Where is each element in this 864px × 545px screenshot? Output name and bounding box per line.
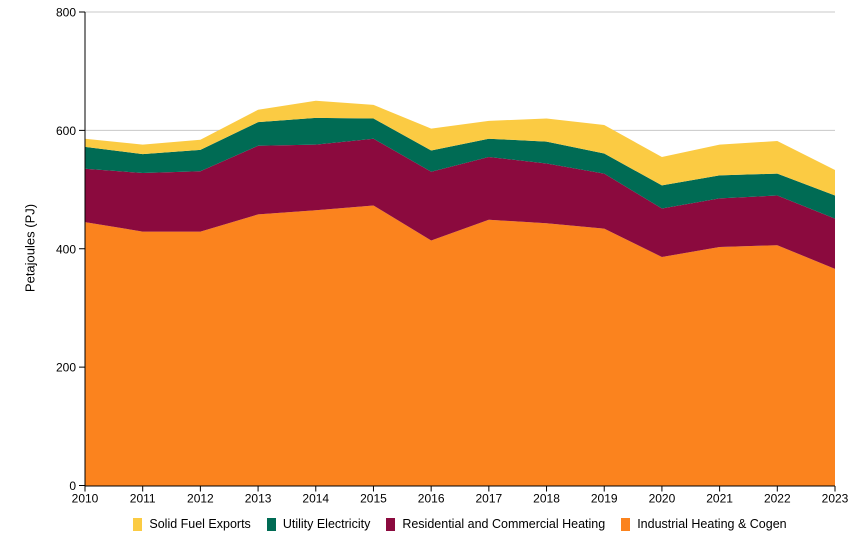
legend: Solid Fuel Exports Utility Electricity Res…	[85, 511, 835, 537]
x-tick-label-2011: 2011	[130, 492, 156, 506]
legend-item-industrial-heating-cogen[interactable]: Industrial Heating & Cogen	[621, 517, 787, 531]
x-tick-label-2017: 2017	[475, 492, 502, 506]
x-tick-label-2018: 2018	[533, 492, 560, 506]
y-tick-label-0: 0	[69, 479, 76, 493]
area-utility-electricity	[85, 117, 835, 219]
x-tick-label-2023: 2023	[822, 492, 849, 506]
x-tick-label-2015: 2015	[360, 492, 387, 506]
legend-item-residential-and-commercial-heating[interactable]: Residential and Commercial Heating	[386, 517, 605, 531]
x-tick-label-2012: 2012	[187, 492, 214, 506]
area-solid-fuel-exports	[85, 100, 835, 196]
legend-swatch-icon	[133, 517, 143, 531]
x-tick-label-2016: 2016	[418, 492, 445, 506]
x-tick-label-2021: 2021	[706, 492, 733, 506]
y-axis-title: Petajoules (PJ)	[22, 203, 38, 293]
x-tick-label-2013: 2013	[245, 492, 272, 506]
legend-label: Residential and Commercial Heating	[402, 517, 606, 531]
x-tick-label-2019: 2019	[591, 492, 618, 506]
area-industrial-heating-cogen	[85, 205, 835, 486]
x-tick-label-2020: 2020	[649, 492, 676, 506]
x-tick-label-2010: 2010	[72, 492, 99, 506]
legend-item-solid-fuel-exports[interactable]: Solid Fuel Exports	[133, 517, 251, 531]
y-tick-label-600: 600	[56, 124, 76, 138]
x-tick-label-2014: 2014	[302, 492, 329, 506]
legend-label: Utility Electricity	[282, 517, 371, 531]
legend-swatch-icon	[621, 517, 631, 531]
area-residential-and-commercial-heating	[85, 138, 835, 269]
y-tick-label-400: 400	[56, 242, 76, 256]
y-tick-label-200: 200	[56, 361, 76, 375]
legend-swatch-icon	[266, 517, 276, 531]
legend-item-utility-electricity[interactable]: Utility Electricity	[266, 517, 371, 531]
legend-label: Solid Fuel Exports	[149, 517, 251, 531]
x-tick-label-2022: 2022	[764, 492, 791, 506]
y-tick-label-800: 800	[56, 6, 76, 20]
legend-label: Industrial Heating & Cogen	[637, 517, 787, 531]
legend-swatch-icon	[386, 517, 396, 531]
